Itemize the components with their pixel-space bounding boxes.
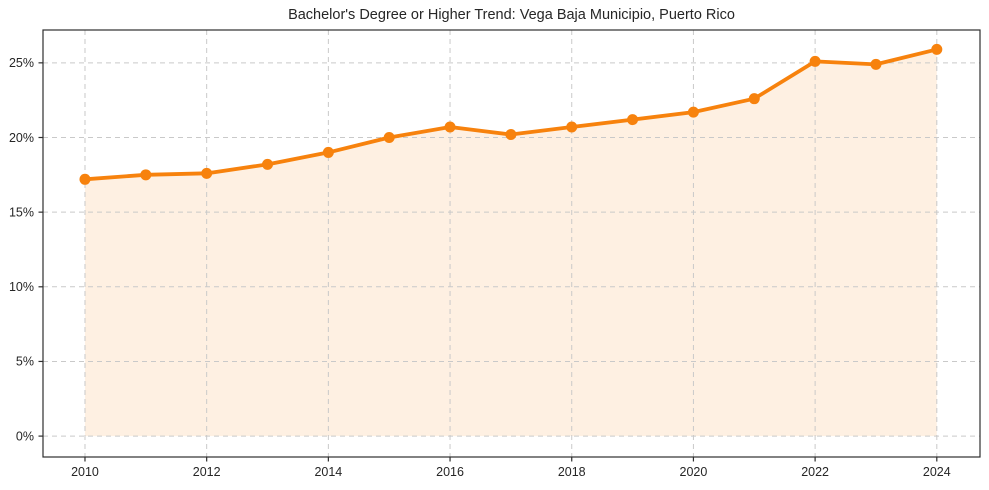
x-tick-label: 2014 <box>314 465 342 479</box>
data-point <box>322 146 334 158</box>
data-point <box>870 58 882 70</box>
x-tick-label: 2024 <box>923 465 951 479</box>
x-tick-label: 2020 <box>680 465 708 479</box>
data-point <box>931 43 943 55</box>
data-point <box>262 158 274 170</box>
data-point <box>79 173 91 185</box>
x-tick-label: 2016 <box>436 465 464 479</box>
plot-border <box>42 29 981 458</box>
area-fill <box>84 49 937 437</box>
data-point <box>809 55 821 67</box>
data-point <box>140 169 152 181</box>
y-tick-label: 0% <box>16 429 34 443</box>
data-point <box>627 114 639 126</box>
chart-title: Bachelor's Degree or Higher Trend: Vega … <box>288 7 735 23</box>
data-point <box>505 129 517 141</box>
data-point <box>444 121 456 133</box>
x-tick-label: 2010 <box>71 465 99 479</box>
y-tick-label: 25% <box>9 56 34 70</box>
x-tick-label: 2018 <box>558 465 586 479</box>
y-tick-label: 20% <box>9 131 34 145</box>
x-tick-label: 2012 <box>193 465 221 479</box>
data-point <box>201 167 213 179</box>
data-point <box>383 131 395 143</box>
data-point <box>687 106 699 118</box>
data-point <box>748 93 760 105</box>
y-tick-label: 5% <box>16 355 34 369</box>
y-tick-label: 10% <box>9 280 34 294</box>
x-tick-label: 2022 <box>801 465 829 479</box>
y-tick-label: 15% <box>9 205 34 219</box>
data-point <box>566 121 578 133</box>
